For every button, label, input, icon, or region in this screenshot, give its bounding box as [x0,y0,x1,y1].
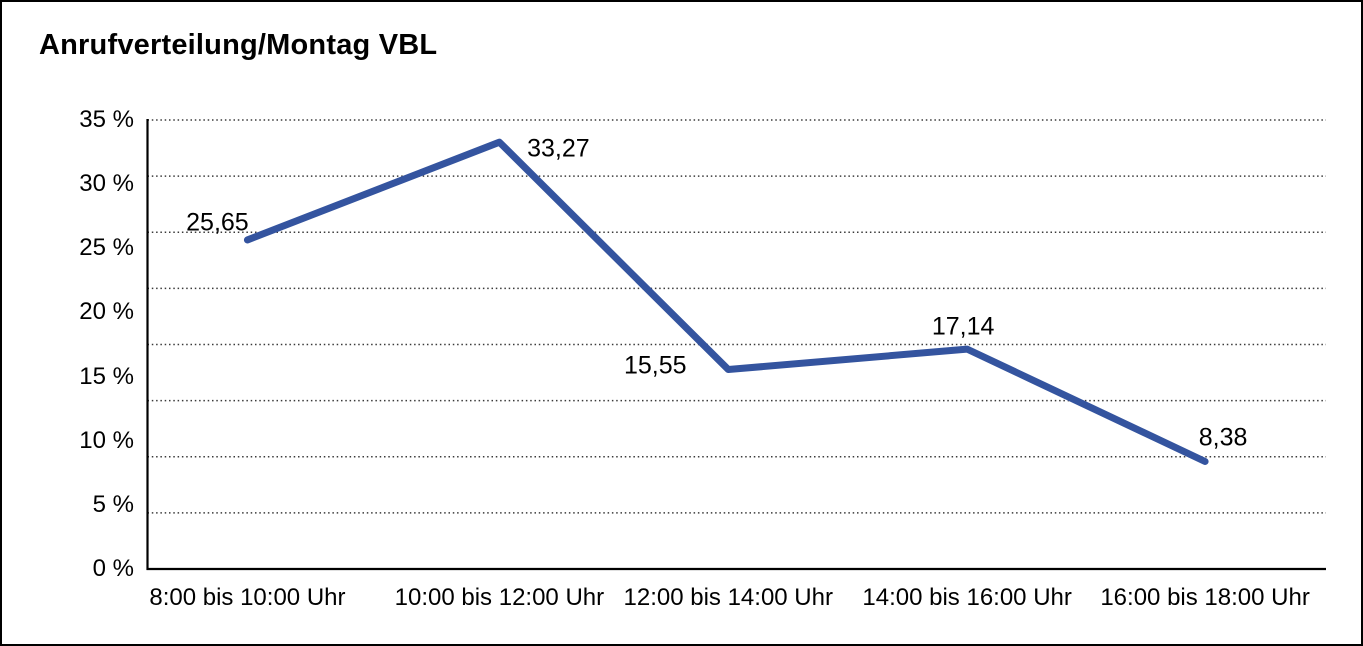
y-tick-label: 30 % [79,170,134,198]
x-tick-label: 12:00 bis 14:00 Uhr [623,584,833,611]
data-point-label: 15,55 [623,351,687,380]
chart-title: Anrufverteilung/Montag VBL [39,29,438,61]
y-tick-label: 10 % [79,426,134,454]
data-point-label: 17,14 [931,312,995,341]
y-tick-label: 25 % [79,234,134,262]
y-tick-label: 35 % [79,106,134,133]
data-point-label: 33,27 [527,134,590,163]
data-line [243,138,1209,465]
data-point-label: 8,38 [1198,423,1248,452]
y-tick-label: 0 % [92,555,134,582]
y-tick-label: 20 % [79,298,134,326]
x-tick-label: 16:00 bis 18:00 Uhr [1100,584,1310,611]
x-tick-label: 8:00 bis 10:00 Uhr [149,584,346,611]
x-tick-label: 10:00 bis 12:00 Uhr [394,584,605,611]
y-tick-label: 5 % [92,490,134,518]
x-tick-label: 14:00 bis 16:00 Uhr [862,584,1072,611]
data-point-label: 25,65 [186,208,249,237]
y-tick-label: 15 % [79,362,134,390]
